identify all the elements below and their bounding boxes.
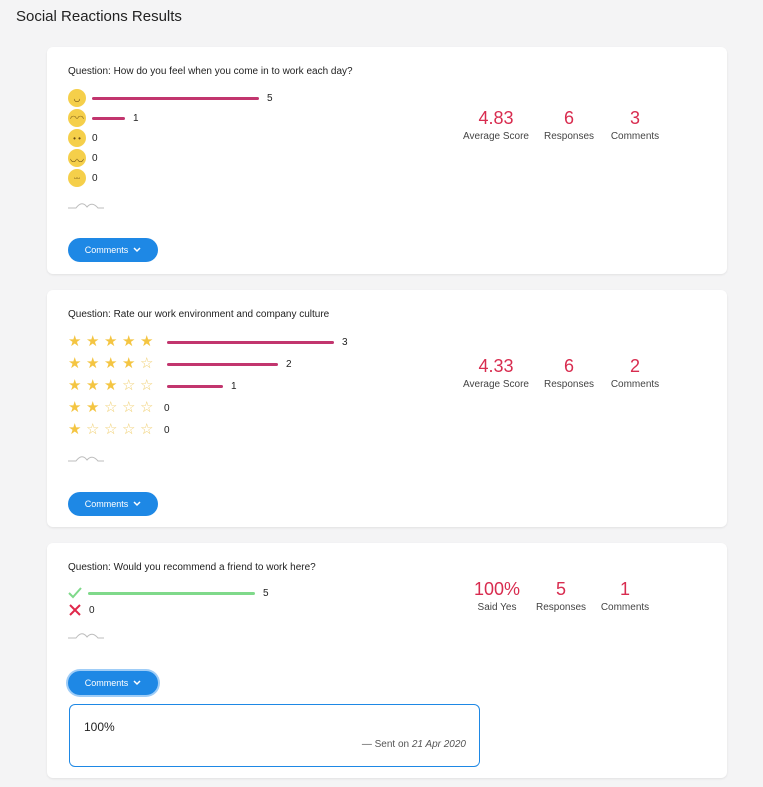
unhappy-face-icon: ◡◡: [68, 149, 86, 167]
response-count: 1: [231, 380, 237, 392]
chevron-down-icon: [133, 247, 141, 253]
stat-said-yes: 100% Said Yes: [462, 578, 532, 613]
response-count: 5: [267, 92, 273, 104]
question-card-recommend: Question: Would you recommend a friend t…: [47, 543, 727, 778]
chevron-down-icon: [133, 501, 141, 507]
stat-average-score: 4.83 Average Score: [457, 107, 535, 142]
cross-icon: [69, 604, 81, 616]
stats-group: 4.33 Average Score 6 Responses 2 Comment…: [457, 355, 667, 390]
response-count: 0: [92, 132, 98, 144]
comment-text: 100%: [84, 720, 115, 734]
stat-comments: 1 Comments: [590, 578, 660, 613]
stats-group: 4.83 Average Score 6 Responses 3 Comment…: [457, 107, 667, 142]
stat-value: 100%: [473, 579, 521, 599]
chevron-down-icon: [133, 680, 141, 686]
stat-average-score: 4.33 Average Score: [457, 355, 535, 390]
comments-button[interactable]: Comments: [68, 492, 158, 516]
stat-label: Comments: [600, 602, 650, 613]
stat-label: Responses: [543, 379, 595, 390]
one-star-rating-icon: ★ ☆ ☆ ☆ ☆: [68, 421, 154, 438]
response-count: 0: [164, 402, 170, 414]
question-card-feel: Question: How do you feel when you come …: [47, 47, 727, 274]
comments-button[interactable]: Comments: [68, 238, 158, 262]
stat-value: 4.83: [478, 108, 514, 128]
comment-date: 21 Apr 2020: [411, 739, 466, 750]
response-bar: [92, 96, 259, 100]
question-card-rate: Question: Rate our work environment and …: [47, 290, 727, 527]
stat-label: Average Score: [463, 131, 529, 142]
response-count: 2: [286, 358, 292, 370]
two-star-rating-icon: ★ ★ ☆ ☆ ☆: [68, 399, 154, 416]
response-count: 0: [92, 172, 98, 184]
check-icon: [68, 587, 82, 599]
reaction-row: • • 0: [68, 129, 98, 147]
stat-label: Responses: [543, 131, 595, 142]
stat-value: 3: [629, 108, 640, 128]
response-bar: [167, 362, 278, 366]
crying-face-icon: ᵕᵕ: [68, 169, 86, 187]
stat-value: 6: [563, 108, 574, 128]
stat-label: Comments: [610, 131, 660, 142]
response-count: 5: [263, 587, 269, 599]
stat-responses: 5 Responses: [532, 578, 590, 613]
stat-comments: 3 Comments: [603, 107, 667, 142]
stat-label: Average Score: [463, 379, 529, 390]
rating-row: ★ ★ ☆ ☆ ☆ 0: [68, 399, 170, 417]
rating-row: ★ ★ ★ ★ ☆ 2: [68, 355, 292, 373]
stat-value: 4.33: [478, 356, 514, 376]
reaction-row: ◡ 5: [68, 89, 273, 107]
comments-button-label: Comments: [84, 499, 129, 509]
response-count: 3: [342, 336, 348, 348]
reaction-row: ◠◠ 1: [68, 109, 139, 127]
stat-value: 5: [555, 579, 566, 599]
stat-value: 6: [563, 356, 574, 376]
comments-button-label: Comments: [84, 245, 129, 255]
answer-row-no: 0: [68, 601, 95, 619]
reaction-row: ᵕᵕ 0: [68, 169, 98, 187]
response-bar: [88, 591, 255, 595]
stat-value: 1: [619, 579, 630, 599]
question-text: Question: How do you feel when you come …: [68, 66, 353, 77]
comment-sent-date: — Sent on 21 Apr 2020: [362, 739, 466, 750]
rating-row: ★ ☆ ☆ ☆ ☆ 0: [68, 421, 170, 439]
question-text: Question: Would you recommend a friend t…: [68, 562, 316, 573]
comment-sent-prefix: — Sent on: [361, 739, 410, 750]
response-count: 0: [164, 424, 170, 436]
stat-comments: 2 Comments: [603, 355, 667, 390]
four-star-rating-icon: ★ ★ ★ ★ ☆: [68, 355, 154, 372]
response-bar: [167, 340, 334, 344]
neutral-face-icon: • •: [68, 129, 86, 147]
page-title: Social Reactions Results: [16, 8, 182, 25]
stat-responses: 6 Responses: [535, 355, 603, 390]
sparkline-icon: [68, 633, 104, 639]
stat-label: Comments: [610, 379, 660, 390]
stat-value: 2: [629, 356, 640, 376]
stat-label: Responses: [535, 602, 587, 613]
reaction-row: ◡◡ 0: [68, 149, 98, 167]
three-star-rating-icon: ★ ★ ★ ☆ ☆: [68, 377, 154, 394]
sparkline-icon: [68, 456, 104, 462]
rating-row: ★ ★ ★ ☆ ☆ 1: [68, 377, 237, 395]
rating-row: ★ ★ ★ ★ ★ 3: [68, 333, 348, 351]
response-bar: [167, 384, 223, 388]
smiling-face-icon: ◠◠: [68, 109, 86, 127]
answer-row-yes: 5: [68, 584, 269, 602]
response-bar: [92, 116, 125, 120]
grinning-face-icon: ◡: [68, 89, 86, 107]
response-count: 1: [133, 112, 139, 124]
stat-responses: 6 Responses: [535, 107, 603, 142]
comments-button[interactable]: Comments: [68, 671, 158, 695]
response-count: 0: [89, 604, 95, 616]
stats-group: 100% Said Yes 5 Responses 1 Comments: [462, 578, 660, 613]
sparkline-icon: [68, 203, 104, 209]
five-star-rating-icon: ★ ★ ★ ★ ★: [68, 333, 154, 350]
comment-card: 100% — Sent on 21 Apr 2020: [69, 704, 480, 767]
comments-button-label: Comments: [84, 678, 129, 688]
question-text: Question: Rate our work environment and …: [68, 309, 330, 320]
stat-label: Said Yes: [477, 602, 517, 613]
response-count: 0: [92, 152, 98, 164]
